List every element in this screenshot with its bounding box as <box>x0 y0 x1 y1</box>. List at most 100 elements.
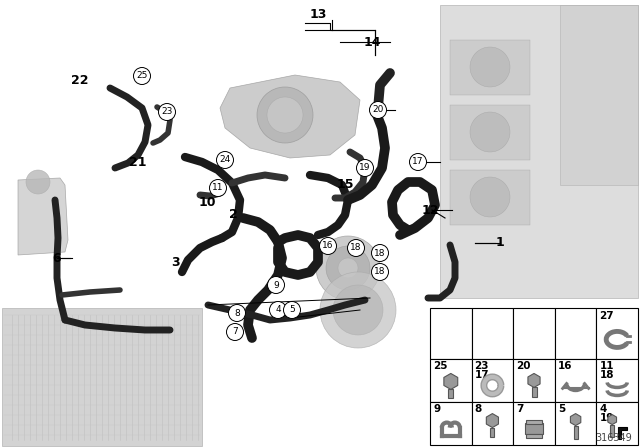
Text: 5: 5 <box>289 306 295 314</box>
Text: 25: 25 <box>136 72 148 81</box>
Bar <box>596 402 638 445</box>
Text: 14: 14 <box>364 35 381 48</box>
Bar <box>531 388 536 397</box>
Bar <box>596 359 638 402</box>
Text: 18: 18 <box>350 244 362 253</box>
Polygon shape <box>608 414 616 425</box>
Text: 8: 8 <box>475 404 482 414</box>
Circle shape <box>216 151 234 168</box>
Bar <box>448 389 453 398</box>
Bar <box>555 402 596 445</box>
Text: 27: 27 <box>600 311 614 321</box>
Polygon shape <box>220 75 360 158</box>
Text: 23: 23 <box>161 108 173 116</box>
Bar <box>472 402 513 445</box>
Text: 25: 25 <box>433 361 447 370</box>
Bar <box>472 359 513 402</box>
Text: 20: 20 <box>372 105 384 115</box>
Circle shape <box>228 305 246 322</box>
Text: 7: 7 <box>516 404 524 414</box>
Text: 22: 22 <box>71 73 89 86</box>
Text: 11: 11 <box>600 361 614 370</box>
Bar <box>526 434 542 438</box>
Polygon shape <box>618 426 627 439</box>
Text: 12: 12 <box>421 203 439 216</box>
Bar <box>610 425 614 437</box>
Bar <box>513 308 555 359</box>
Text: 15: 15 <box>336 178 354 191</box>
Text: 17: 17 <box>475 370 489 380</box>
Polygon shape <box>440 5 638 298</box>
Circle shape <box>319 237 337 254</box>
Polygon shape <box>18 178 68 255</box>
Circle shape <box>257 87 313 143</box>
Text: 18: 18 <box>600 370 614 380</box>
Bar <box>490 427 495 437</box>
Text: 16: 16 <box>558 361 572 370</box>
Bar <box>560 5 638 185</box>
Bar <box>450 105 530 160</box>
Circle shape <box>284 302 301 319</box>
Circle shape <box>470 47 510 87</box>
Polygon shape <box>444 374 458 389</box>
Circle shape <box>320 272 396 348</box>
Circle shape <box>356 159 374 177</box>
Circle shape <box>410 154 426 171</box>
Circle shape <box>316 236 380 300</box>
Text: 6: 6 <box>52 251 61 264</box>
Text: 7: 7 <box>232 327 238 336</box>
Text: 24: 24 <box>220 155 230 164</box>
Polygon shape <box>486 414 499 427</box>
Bar <box>513 359 555 402</box>
Circle shape <box>134 68 150 85</box>
Text: 4: 4 <box>600 404 607 414</box>
Circle shape <box>209 180 227 197</box>
Circle shape <box>268 276 285 293</box>
Text: 11: 11 <box>212 184 224 193</box>
Circle shape <box>470 112 510 152</box>
Text: 9: 9 <box>273 280 279 289</box>
Text: 8: 8 <box>234 309 240 318</box>
Text: 4: 4 <box>275 306 281 314</box>
Polygon shape <box>528 374 540 388</box>
Circle shape <box>159 103 175 121</box>
Circle shape <box>470 177 510 217</box>
Circle shape <box>371 245 388 262</box>
Text: 9: 9 <box>433 404 440 414</box>
Text: 18: 18 <box>374 249 386 258</box>
Text: 3: 3 <box>171 255 179 268</box>
Circle shape <box>371 263 388 280</box>
Bar <box>440 310 520 380</box>
Text: 316349: 316349 <box>595 433 632 443</box>
Text: 5: 5 <box>558 404 565 414</box>
Text: 13: 13 <box>309 9 326 22</box>
Bar <box>596 308 638 359</box>
Circle shape <box>326 246 370 290</box>
Bar <box>525 422 543 434</box>
Text: 17: 17 <box>412 158 424 167</box>
Bar <box>472 308 513 359</box>
Text: 21: 21 <box>129 156 147 169</box>
Bar <box>450 170 530 225</box>
Bar <box>430 308 472 359</box>
Circle shape <box>338 258 358 278</box>
Text: 20: 20 <box>516 361 531 370</box>
Text: 16: 16 <box>323 241 333 250</box>
Circle shape <box>333 285 383 335</box>
Circle shape <box>348 240 365 257</box>
Bar <box>526 420 542 423</box>
Circle shape <box>452 317 508 373</box>
Circle shape <box>267 97 303 133</box>
Text: 18: 18 <box>374 267 386 276</box>
Bar <box>430 402 472 445</box>
Circle shape <box>369 102 387 119</box>
Bar <box>430 359 472 402</box>
Text: 19: 19 <box>600 413 614 423</box>
Polygon shape <box>570 414 580 426</box>
Bar <box>2 308 202 446</box>
Bar <box>450 40 530 95</box>
Bar <box>513 402 555 445</box>
Bar <box>555 359 596 402</box>
Text: 1: 1 <box>495 237 504 250</box>
Text: 19: 19 <box>359 164 371 172</box>
